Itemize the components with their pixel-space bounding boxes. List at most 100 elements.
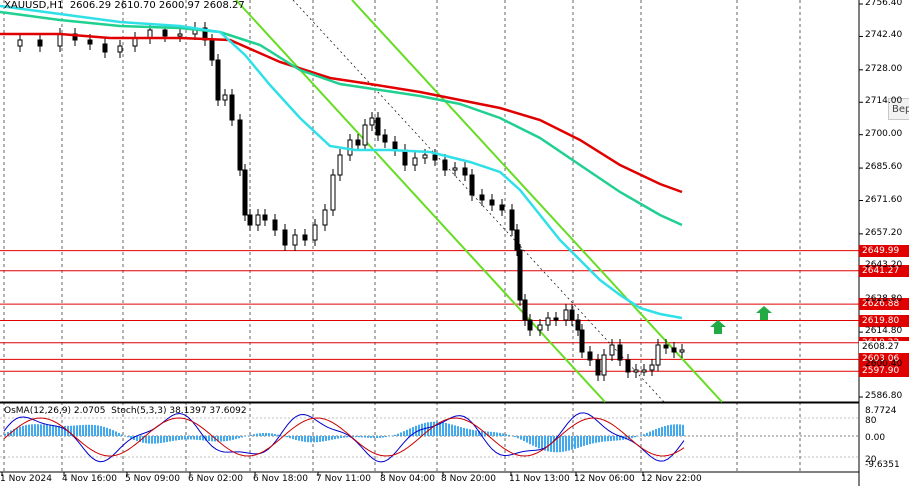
price-tick-label: 2700.00 <box>865 128 903 139</box>
channel-upper-line <box>351 0 723 403</box>
level-price-tag: 2641.27 <box>859 264 909 277</box>
stoch-main-line <box>3 412 685 463</box>
candle-body <box>422 154 428 159</box>
osma-bar <box>580 436 582 447</box>
candle-body <box>215 59 221 101</box>
osma-bar <box>121 434 123 436</box>
osma-bar <box>586 436 588 445</box>
candle-body <box>302 234 308 241</box>
candle-body <box>553 317 559 321</box>
time-axis-label: 11 Nov 13:00 <box>509 474 570 484</box>
osma-bar <box>142 436 144 443</box>
osma-bar <box>169 436 171 442</box>
time-axis-label: 12 Nov 06:00 <box>574 474 635 484</box>
osma-bar <box>154 436 156 444</box>
osma-bar <box>514 436 516 437</box>
candle-body <box>563 309 569 321</box>
osma-bar <box>376 436 378 439</box>
osma-bar <box>4 433 6 436</box>
time-axis-label: 6 Nov 18:00 <box>253 474 308 484</box>
candle-body <box>330 174 336 211</box>
osma-bar <box>385 436 387 438</box>
candle-body <box>272 219 278 231</box>
candle-body <box>514 229 520 251</box>
level-price-tag: 2649.99 <box>859 244 909 257</box>
osma-bar <box>412 427 414 436</box>
stoch-signal-line <box>3 417 685 457</box>
candle-body <box>362 124 368 146</box>
candle-body <box>347 139 353 156</box>
osma-bar <box>355 436 357 438</box>
osma-bar <box>133 436 135 440</box>
candle-body <box>392 141 398 151</box>
osma-bar <box>544 436 546 451</box>
symbol-label: XAUUSD,H1 <box>4 0 64 11</box>
osma-bar <box>202 436 204 441</box>
osma-bar <box>652 430 654 436</box>
osma-bar <box>664 425 666 436</box>
osc-axis-label: 80 <box>865 416 877 426</box>
candle-body <box>442 159 448 171</box>
osma-bar <box>229 436 231 441</box>
osma-bar <box>193 436 195 440</box>
time-axis-label: 12 Nov 22:00 <box>641 474 702 484</box>
candle-body <box>617 344 623 361</box>
osma-bar <box>70 425 72 436</box>
candle-body <box>649 364 655 371</box>
stoch-label: Stoch(5,3,3) 38.1397 37.6092 <box>111 406 247 416</box>
osma-bar <box>562 436 564 452</box>
osma-bar <box>595 436 597 443</box>
osma-bar <box>211 436 213 442</box>
osma-bar <box>427 422 429 436</box>
osma-bar <box>466 428 468 436</box>
candle-body <box>641 369 647 373</box>
price-tick-label: 2614.80 <box>865 326 903 337</box>
osma-bar <box>655 429 657 436</box>
osma-bar <box>232 436 234 440</box>
candle-body <box>355 139 361 146</box>
ema-fast-line <box>0 4 683 320</box>
osma-bar <box>259 433 261 436</box>
osma-bar <box>286 436 288 438</box>
osma-bar <box>256 433 258 436</box>
candle-body <box>527 319 533 331</box>
level-price-tag: 2603.06 <box>859 353 909 366</box>
osma-bar <box>361 436 363 438</box>
candle-body <box>517 249 523 301</box>
osma-bar <box>661 426 663 436</box>
osma-bar <box>295 436 297 440</box>
osma-bar <box>439 422 441 436</box>
osma-bar <box>367 436 369 438</box>
osma-bar <box>103 426 105 436</box>
osma-bar <box>334 436 336 440</box>
osma-bar <box>340 436 342 439</box>
osma-bar <box>130 436 132 439</box>
oscillator-header: OsMA(12,26,9) 2.0705 Stoch(5,3,3) 38.139… <box>4 406 247 416</box>
candle-body <box>625 359 631 373</box>
osma-bar <box>493 432 495 436</box>
osma-bar <box>187 436 189 440</box>
osma-bar <box>316 436 318 443</box>
osma-bar <box>31 424 33 436</box>
osma-bar <box>388 436 390 437</box>
candle-body <box>432 154 438 161</box>
osma-bar <box>505 434 507 436</box>
candle-body <box>117 45 123 53</box>
osma-bar <box>181 436 183 440</box>
osma-bar <box>538 436 540 449</box>
osma-bar <box>673 424 675 436</box>
up-arrow-icon <box>710 320 726 334</box>
price-tick-label: 2756.40 <box>865 0 903 8</box>
osma-bar <box>547 436 549 452</box>
osma-bar <box>301 436 303 442</box>
osma-bar <box>166 436 168 443</box>
osma-bar <box>313 436 315 443</box>
level-price-tag: 2619.80 <box>859 314 909 327</box>
osma-bar <box>625 436 627 440</box>
candle-body <box>382 134 388 143</box>
osma-bar <box>472 429 474 436</box>
osma-bar <box>61 425 63 436</box>
osma-bar <box>454 425 456 436</box>
ohlc-label: 2606.29 2610.70 2600.97 2608.27 <box>69 0 245 11</box>
